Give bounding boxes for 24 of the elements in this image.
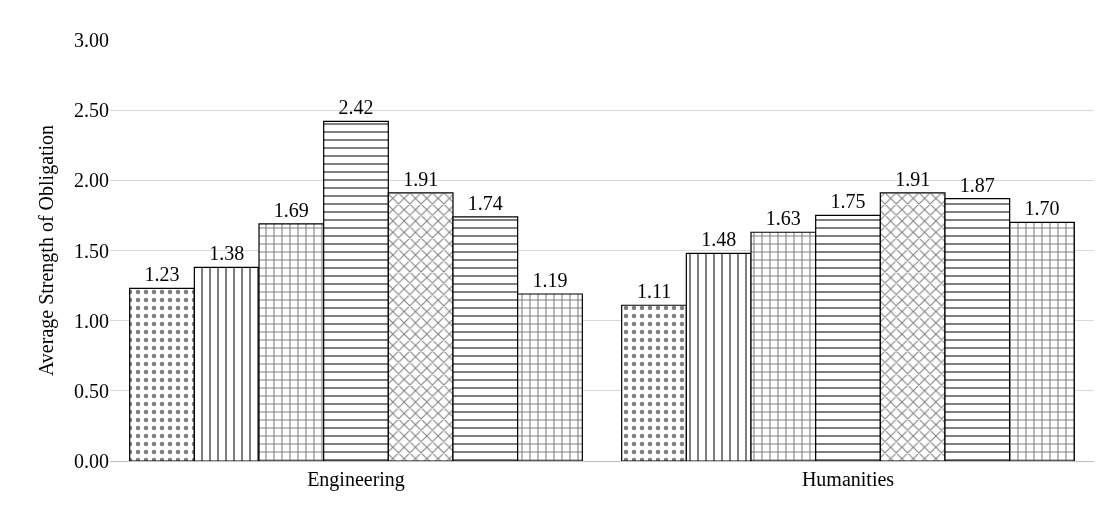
y-tick-label: 2.50	[74, 99, 109, 122]
data-label: 1.70	[1024, 197, 1060, 220]
data-label: 1.23	[144, 263, 180, 286]
y-tick-label: 0.50	[74, 379, 109, 402]
data-label: 1.75	[830, 190, 866, 213]
y-tick-label: 0.00	[74, 450, 109, 472]
data-label: 1.91	[895, 167, 931, 190]
y-tick-label: 1.50	[74, 239, 109, 262]
data-label: 1.69	[273, 198, 309, 221]
x-tick-label: Humanities	[801, 468, 895, 490]
data-label: 1.19	[532, 269, 568, 291]
y-tick-label: 1.00	[74, 309, 109, 332]
data-label: 1.91	[403, 167, 439, 190]
y-tick-label: 2.00	[74, 169, 109, 192]
y-axis-title: Average Strength of Obligation	[34, 124, 58, 377]
data-label: 1.63	[765, 207, 801, 230]
data-label: 1.48	[701, 228, 737, 251]
data-label: 2.42	[338, 96, 374, 119]
data-label: 1.11	[636, 280, 672, 303]
x-tick-label: Engineering	[307, 468, 405, 491]
data-label: 1.74	[467, 191, 503, 214]
y-tick-label: 3.00	[74, 29, 109, 51]
data-label: 1.38	[209, 242, 245, 265]
data-label: 1.87	[959, 173, 995, 196]
